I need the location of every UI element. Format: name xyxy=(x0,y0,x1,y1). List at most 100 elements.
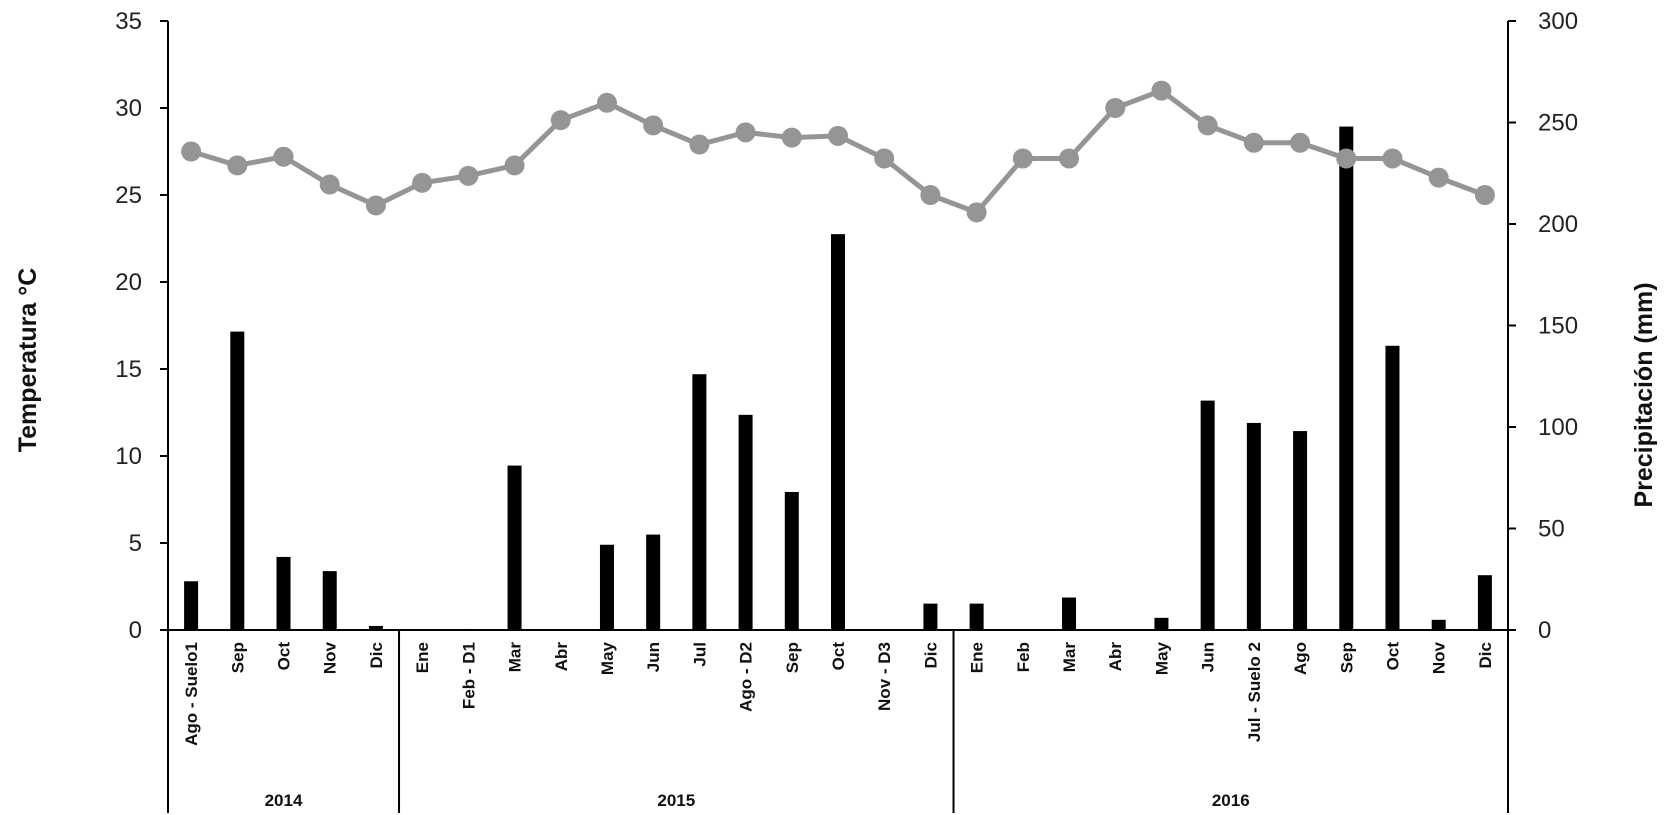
precipitation-bar xyxy=(1478,575,1492,630)
x-tick-label: Sep xyxy=(1337,642,1356,673)
precipitation-bar xyxy=(1385,346,1399,630)
temperature-point xyxy=(782,128,802,148)
temperature-point xyxy=(551,110,571,130)
y-tick-label-left: 10 xyxy=(115,443,142,470)
precipitation-bar xyxy=(1201,401,1215,630)
temperature-point xyxy=(274,147,294,167)
x-tick-label: Dic xyxy=(1476,642,1495,668)
y-tick-label-left: 25 xyxy=(115,182,142,209)
x-tick-label: Dic xyxy=(921,642,940,668)
precipitation-bar xyxy=(323,571,337,630)
precipitation-bar xyxy=(692,374,706,630)
temperature-point xyxy=(689,135,709,155)
precipitation-bar xyxy=(1154,618,1168,630)
temperature-point xyxy=(1198,115,1218,135)
temperature-point xyxy=(1105,98,1125,118)
y-tick-label-right: 300 xyxy=(1538,8,1578,35)
x-tick-label: Sep xyxy=(228,642,247,673)
temperature-point xyxy=(643,115,663,135)
temperature-point xyxy=(366,195,386,215)
year-label: 2015 xyxy=(657,791,695,810)
y-tick-label-left: 30 xyxy=(115,95,142,122)
y-tick-label-right: 0 xyxy=(1538,617,1551,644)
y-tick-label-right: 100 xyxy=(1538,414,1578,441)
temperature-line-path xyxy=(191,91,1485,213)
x-tick-label: Jun xyxy=(1199,642,1218,672)
temperature-point xyxy=(227,155,247,175)
x-tick-label: Abr xyxy=(552,642,571,672)
x-tick-label: Abr xyxy=(1106,642,1125,672)
temperature-point xyxy=(1151,81,1171,101)
x-tick-label: Oct xyxy=(275,642,294,671)
precipitation-bar xyxy=(1247,423,1261,630)
temperature-point xyxy=(1244,133,1264,153)
precipitation-bar xyxy=(1293,431,1307,630)
precipitation-bar xyxy=(646,535,660,630)
temperature-point xyxy=(967,202,987,222)
precipitation-bar xyxy=(508,466,522,630)
y-axis-title-right: Precipitación (mm) xyxy=(1630,282,1658,507)
x-tick-label: Jun xyxy=(644,642,663,672)
x-tick-label: Nov xyxy=(321,641,340,674)
x-tick-label: Ago - D2 xyxy=(737,642,756,712)
temperature-point xyxy=(412,173,432,193)
labels-layer: 0 5 10 15 20 25 30 35 0 50 100 150 200 250 300 2014 2015… xyxy=(115,8,1578,810)
x-tick-label: Ago xyxy=(1291,642,1310,675)
temperature-point xyxy=(597,93,617,113)
x-tick-label: Mar xyxy=(506,642,525,673)
temperature-point xyxy=(1429,168,1449,188)
precipitation-bar xyxy=(461,629,475,630)
temperature-point xyxy=(874,148,894,168)
precipitation-bar xyxy=(369,626,383,630)
temperature-point xyxy=(505,155,525,175)
temperature-point xyxy=(1013,148,1033,168)
temperature-point xyxy=(828,126,848,146)
temperature-point xyxy=(181,142,201,162)
precipitation-bar xyxy=(600,545,614,630)
y-tick-label-left: 5 xyxy=(129,530,142,557)
y-tick-label-right: 150 xyxy=(1538,313,1578,340)
x-tick-label: Ene xyxy=(413,642,432,673)
x-tick-label: Ago - Suelo1 xyxy=(182,642,201,746)
y-tick-label-right: 250 xyxy=(1538,110,1578,137)
temperature-point xyxy=(320,175,340,195)
precipitation-bar xyxy=(970,604,984,630)
y-tick-label-left: 35 xyxy=(115,8,142,35)
y-tick-label-right: 50 xyxy=(1538,516,1565,543)
x-tick-label: Nov xyxy=(1430,641,1449,674)
precipitation-bar xyxy=(277,557,291,630)
x-tick-label: Oct xyxy=(829,642,848,671)
precipitation-bar xyxy=(923,604,937,630)
x-tick-label: Oct xyxy=(1383,642,1402,671)
x-tick-label: Mar xyxy=(1060,642,1079,673)
x-tick-label: Sep xyxy=(783,642,802,673)
precipitation-bar xyxy=(184,581,198,630)
y-tick-label-right: 200 xyxy=(1538,211,1578,238)
precipitation-bar xyxy=(1432,620,1446,630)
y-tick-label-left: 0 xyxy=(129,617,142,644)
x-tick-label: Feb - D1 xyxy=(459,642,478,709)
precipitation-bar xyxy=(785,492,799,630)
x-tick-label: May xyxy=(598,641,617,675)
temperature-point xyxy=(1336,148,1356,168)
precipitation-bar xyxy=(1339,127,1353,630)
year-label: 2016 xyxy=(1212,791,1250,810)
year-label: 2014 xyxy=(265,791,303,810)
temperature-point xyxy=(1059,148,1079,168)
temperature-point xyxy=(1382,148,1402,168)
x-tick-label: Jul - Suelo 2 xyxy=(1245,642,1264,742)
x-tick-label: Feb xyxy=(1014,642,1033,672)
temperature-point xyxy=(1475,185,1495,205)
temperature-point xyxy=(458,166,478,186)
x-tick-label: Ene xyxy=(968,642,987,673)
temperature-point xyxy=(736,122,756,142)
temperature-line xyxy=(181,81,1495,223)
precipitation-bar xyxy=(831,234,845,630)
y-tick-label-left: 15 xyxy=(115,356,142,383)
y-tick-label-left: 20 xyxy=(115,269,142,296)
x-tick-label: Dic xyxy=(367,642,386,668)
precipitation-bar xyxy=(230,332,244,630)
precipitation-bar xyxy=(1062,598,1076,630)
x-tick-label: Jul xyxy=(690,642,709,667)
